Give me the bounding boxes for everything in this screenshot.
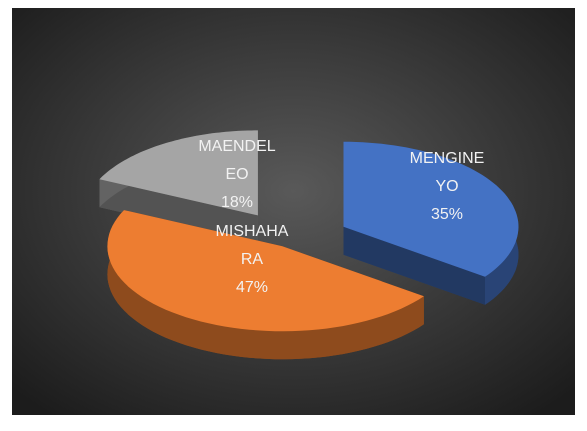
category-label: MISHAHARA	[215, 223, 289, 268]
data-label: MISHAHARA 47%	[212, 218, 292, 302]
slice-rim	[107, 210, 424, 360]
value-label: 47%	[235, 279, 269, 296]
slice	[99, 130, 258, 216]
data-label: MAENDELEO 18%	[197, 133, 277, 217]
data-label: MENGINEYO 35%	[407, 145, 487, 229]
slice	[107, 210, 424, 332]
value-label: 18%	[220, 194, 254, 211]
slice	[343, 141, 519, 277]
value-label: 35%	[430, 206, 464, 223]
slice-wall	[99, 179, 258, 244]
category-label: MAENDELEO	[198, 138, 276, 183]
category-label: MENGINEYO	[409, 150, 485, 195]
slice-wall	[343, 226, 485, 305]
pie	[99, 130, 519, 360]
